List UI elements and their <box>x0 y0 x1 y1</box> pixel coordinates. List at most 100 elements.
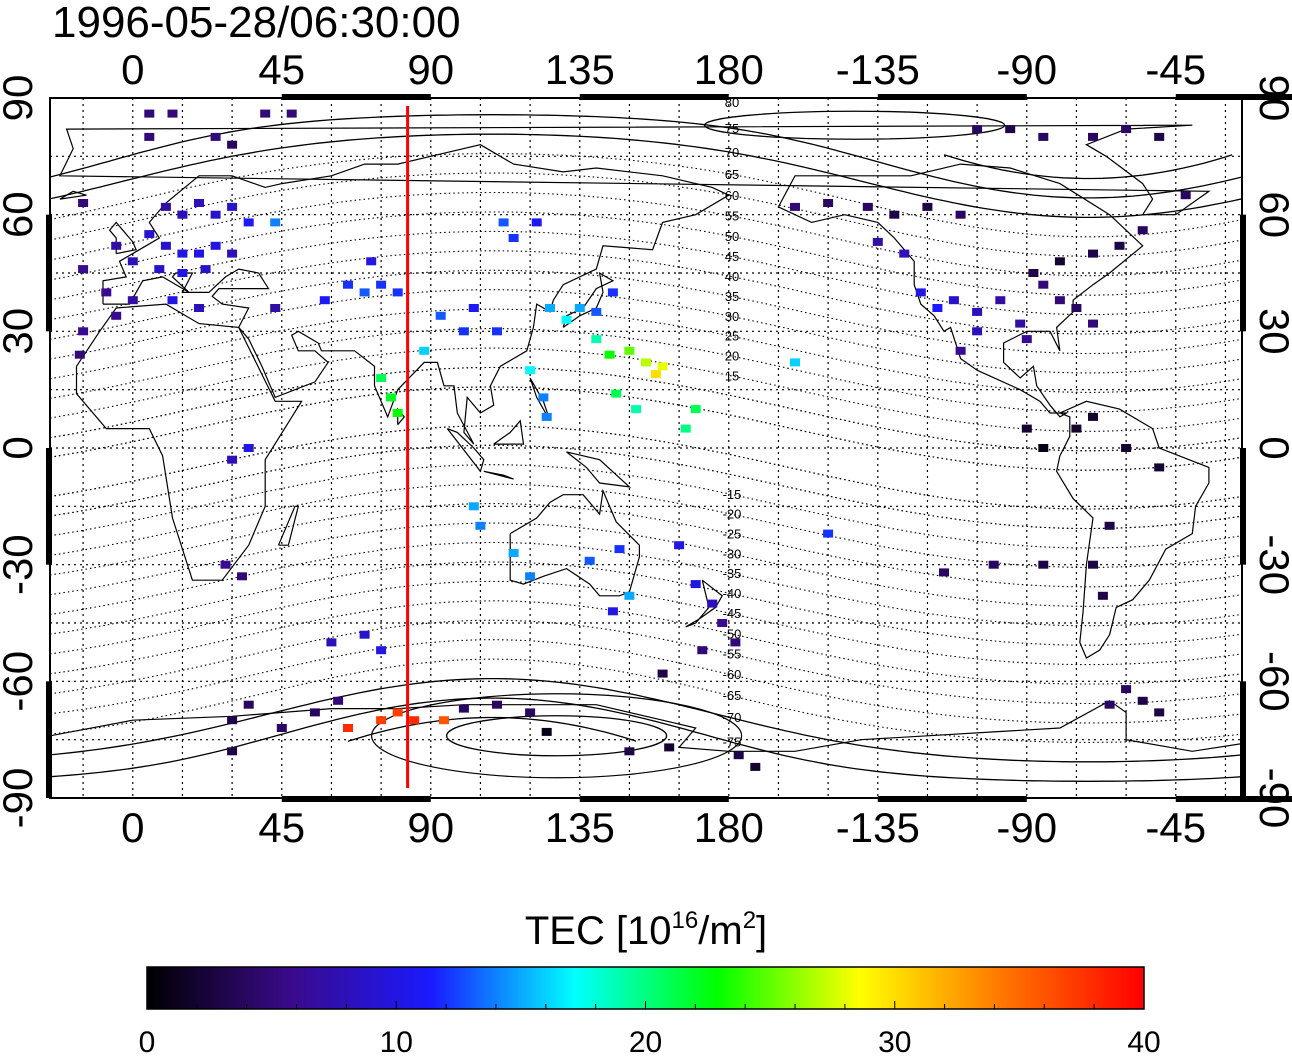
mlat-label: 70 <box>725 145 739 160</box>
lat-tick-left: -30 <box>0 534 41 595</box>
tec-point <box>144 230 155 239</box>
tec-point <box>1121 685 1132 694</box>
tec-point <box>1088 132 1098 141</box>
mlat-label: -40 <box>723 586 742 601</box>
mlat-label: 50 <box>725 229 739 244</box>
tec-point <box>419 346 430 355</box>
lat-tick-right: -90 <box>1251 768 1292 829</box>
mlat-label: -50 <box>723 626 742 641</box>
tec-point <box>972 307 983 316</box>
tec-point <box>591 307 602 316</box>
longitude-axis-bottom: 0 45 90 135 180 -135 -90 -45 <box>121 804 1206 851</box>
tec-point <box>177 249 188 258</box>
mlat-label: -55 <box>723 647 742 662</box>
tec-point <box>624 346 635 355</box>
lat-tick-left: 30 <box>0 308 41 355</box>
tec-point <box>210 210 221 219</box>
tec-point <box>1121 125 1132 134</box>
tec-point <box>210 132 221 141</box>
tec-point <box>160 202 171 211</box>
colorbar-tick-label: 10 <box>380 1026 413 1057</box>
tec-point <box>359 630 370 639</box>
mlat-label: 40 <box>725 269 739 284</box>
tec-point <box>690 580 701 589</box>
tec-point <box>624 747 635 756</box>
tec-point <box>227 202 238 211</box>
lon-tick-bottom: 45 <box>258 804 305 851</box>
tec-point <box>111 241 122 250</box>
lat-tick-right: 30 <box>1251 308 1292 355</box>
tec-point <box>78 327 89 336</box>
tec-point <box>889 210 900 219</box>
tec-point <box>1137 696 1148 705</box>
tec-point <box>270 304 281 312</box>
tec-point <box>614 545 625 554</box>
tec-point <box>862 202 873 211</box>
mlat-label: 60 <box>725 188 739 203</box>
colorbar-tick-label: 0 <box>139 1026 156 1057</box>
tec-point <box>955 210 966 219</box>
colorbar-ticks: 0 10 20 30 40 <box>139 1001 1161 1057</box>
tec-point <box>167 296 178 305</box>
tec-point <box>376 280 387 289</box>
tec-point <box>177 269 188 277</box>
tec-point <box>650 370 661 379</box>
figure-title: 1996-05-28/06:30:00 <box>52 0 461 47</box>
tec-point <box>194 249 204 258</box>
tec-point <box>1154 132 1165 141</box>
tec-point <box>561 315 572 324</box>
tec-point <box>1088 560 1098 569</box>
tec-point <box>939 568 949 577</box>
tec-point <box>376 646 387 655</box>
mlat-label: -65 <box>723 688 742 703</box>
tec-point <box>525 366 536 375</box>
tec-point <box>343 280 353 289</box>
mlat-label: 80 <box>725 95 739 110</box>
tec-point <box>790 202 800 211</box>
tec-point <box>1180 191 1191 200</box>
tec-point <box>541 727 552 736</box>
colorbar-title-text: TEC [10 <box>525 909 672 953</box>
tec-point <box>260 109 271 118</box>
tec-point <box>584 556 595 565</box>
lon-tick-bottom: -135 <box>836 804 920 851</box>
latitude-axis-left: 90 60 30 0 -30 -60 -90 <box>0 75 41 829</box>
lat-tick-left: 60 <box>0 191 41 238</box>
colorbar-title: TEC [1016/m2] <box>525 907 767 953</box>
tec-point <box>664 743 675 752</box>
tec-point <box>611 389 622 398</box>
lon-tick-top: -45 <box>1145 46 1206 93</box>
lat-tick-right: 90 <box>1251 75 1292 122</box>
colorbar-tick-label: 40 <box>1127 1026 1160 1057</box>
colorbar-title-sup1: 16 <box>672 907 699 934</box>
tec-point <box>1154 708 1165 717</box>
tec-point <box>210 241 221 250</box>
lon-tick-top: -135 <box>836 46 920 93</box>
tec-point <box>220 560 231 569</box>
frame-tick-bars <box>46 94 1292 802</box>
tec-point <box>1038 280 1049 289</box>
tec-point <box>144 132 155 141</box>
mlat-label: 55 <box>725 209 739 224</box>
tec-point <box>498 218 509 227</box>
tec-point <box>160 241 171 250</box>
tec-point <box>227 747 238 756</box>
tec-point <box>538 393 549 402</box>
tec-point <box>972 125 983 134</box>
tec-data-points <box>74 109 1191 771</box>
tec-point <box>200 265 211 274</box>
colorbar-title-end: ] <box>756 909 767 953</box>
coastlines <box>50 124 1242 752</box>
tec-point <box>1015 319 1026 328</box>
tec-point <box>154 265 165 274</box>
tec-point <box>1088 319 1098 328</box>
tec-point <box>78 265 89 274</box>
lon-tick-top: 180 <box>694 46 764 93</box>
tec-point <box>243 444 254 452</box>
tec-point <box>492 700 502 709</box>
tec-point <box>1071 304 1082 312</box>
tec-point <box>386 393 396 402</box>
tec-point <box>101 288 112 297</box>
tec-point <box>1021 424 1032 433</box>
tec-point <box>899 249 910 258</box>
